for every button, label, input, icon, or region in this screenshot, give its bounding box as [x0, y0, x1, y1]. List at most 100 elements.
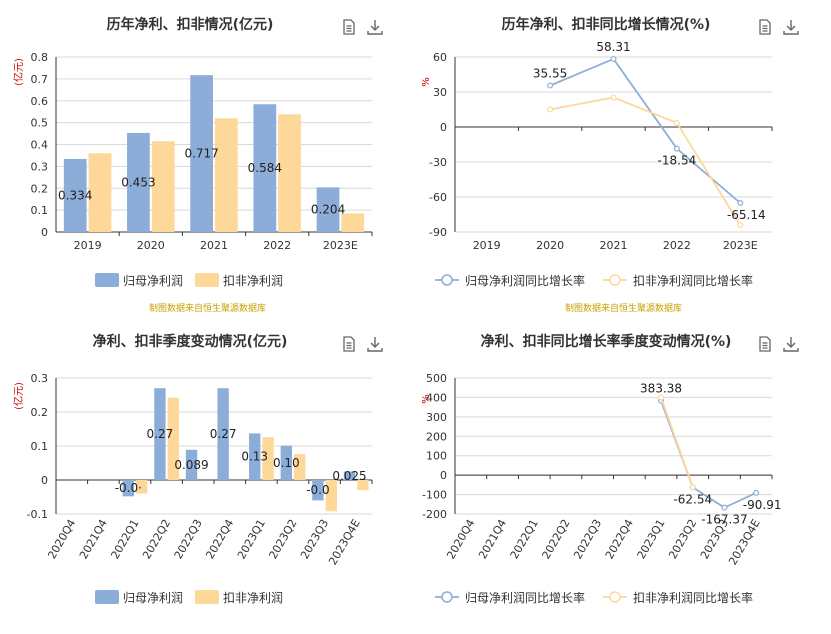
series-line-deducted-profit-growth: [660, 397, 694, 488]
data-label: 0.204: [311, 203, 345, 217]
bar-net-profit: [217, 388, 229, 480]
y-axis-unit: %: [421, 77, 432, 87]
bar-net-profit: [253, 104, 277, 232]
y-tick-label: 0.2: [31, 406, 49, 419]
x-tick-label: 2022Q3: [571, 517, 604, 561]
x-tick-label: 2021Q4: [476, 517, 509, 561]
legend-swatch: [95, 590, 119, 604]
source-note: 制图数据来自恒生聚源数据库: [564, 304, 682, 314]
legend-label: 归母净利润: [123, 274, 183, 288]
y-tick-label: 0.3: [31, 372, 49, 385]
data-point: [610, 94, 617, 101]
bar-deducted-profit: [262, 437, 274, 480]
data-label: -18.54: [658, 154, 697, 168]
data-label: 0.453: [121, 175, 155, 189]
x-tick-label: 2020Q4: [444, 517, 477, 561]
download-icon[interactable]: [782, 18, 800, 36]
document-icon[interactable]: [340, 18, 358, 36]
chart-quarterly-profit: -0.100.10.20.3(亿元)2020Q42021Q42022Q12022…: [12, 372, 373, 605]
panel-annual-growth: 历年净利、扣非同比增长情况(%) -90 -60 -30 0 30 60% 2019 2020…: [416, 0, 831, 317]
data-label: 0.717: [184, 147, 218, 161]
panel-quarterly-profit: 净利、扣非季度变动情况(亿元) -0.1 0 0.1 0.2 0.3 (亿元) 2020Q4…: [0, 317, 415, 634]
legend-swatch: [195, 273, 219, 287]
bar-net-profit: [122, 480, 134, 497]
y-tick-label: 100: [426, 450, 447, 463]
download-icon[interactable]: [366, 335, 384, 353]
download-icon[interactable]: [366, 18, 384, 36]
legend-marker: [609, 591, 621, 603]
data-point: [673, 145, 680, 152]
bar-deducted-profit: [341, 213, 365, 232]
data-label: 383.38: [640, 382, 682, 396]
data-label: -167.37: [701, 513, 747, 527]
data-label: -65.14: [727, 208, 766, 222]
chart-annual-profit: 0 0.1 0.2 0.3 0.4 0.5 0.6 0.7 0.8 (亿元) 2019 2020 202…: [12, 51, 373, 288]
data-label: -90.91: [743, 498, 782, 512]
download-icon[interactable]: [782, 335, 800, 353]
y-tick-label: -0.1: [27, 508, 48, 521]
x-tick-label: 2021: [200, 239, 228, 252]
y-tick-label: 200: [426, 430, 447, 443]
chart-quarterly-growth: -200-1000100200300400500%2020Q42021Q4202…: [421, 372, 782, 605]
bar-net-profit: [343, 471, 356, 480]
x-tick-label: 2022Q2: [539, 517, 572, 561]
y-tick-label: 0.2: [31, 182, 49, 195]
bar-deducted-profit: [278, 114, 301, 232]
y-tick-label: 0: [440, 121, 447, 134]
legend-label: 归母净利润: [123, 591, 183, 605]
bar-net-profit: [280, 445, 292, 480]
legend-label: 归母净利润同比增长率: [465, 590, 585, 605]
y-tick-label: -30: [429, 156, 447, 169]
chart-title: 净利、扣非同比增长率季度变动情况(%): [480, 334, 732, 350]
bar-deducted-profit: [88, 153, 112, 232]
x-tick-label: 2023Q2: [666, 517, 699, 561]
legend-marker: [609, 274, 621, 286]
document-icon[interactable]: [756, 18, 774, 36]
legend-label: 扣非净利润同比增长率: [633, 590, 753, 605]
legend-marker: [441, 591, 453, 603]
bar-net-profit: [190, 75, 213, 232]
bar-deducted-profit: [215, 118, 238, 232]
x-tick-label: 2022Q4: [603, 517, 636, 561]
data-point: [753, 489, 760, 496]
y-tick-label: 0: [41, 474, 48, 487]
data-point: [547, 106, 554, 113]
y-tick-label: 0.1: [31, 440, 49, 453]
data-point: [658, 394, 665, 401]
x-tick-label: 2022Q1: [109, 517, 142, 561]
bar-deducted-profit: [136, 480, 148, 494]
y-tick-label: 500: [426, 372, 447, 385]
x-tick-label: 2020: [137, 239, 165, 252]
series-line-net-profit-growth: [549, 57, 741, 204]
x-tick-label: 2023Q3: [298, 517, 331, 561]
data-label: 0.27: [147, 427, 174, 441]
x-tick-label: 2023Q1: [235, 517, 268, 561]
x-tick-label: 2022Q2: [140, 517, 173, 561]
legend-label: 扣非净利润同比增长率: [633, 273, 753, 288]
y-tick-label: 0.5: [31, 117, 49, 130]
bar-net-profit: [154, 388, 166, 480]
bar-deducted-profit: [357, 480, 369, 491]
y-tick-label: 0.6: [31, 95, 49, 108]
chart-title: 净利、扣非季度变动情况(亿元): [92, 334, 288, 350]
panel-quarterly-growth: 净利、扣非同比增长率季度变动情况(%) -200 -100 0 100 200 300 40…: [416, 317, 831, 634]
legend-marker: [441, 274, 453, 286]
bar-deducted-profit: [151, 141, 175, 232]
document-icon[interactable]: [756, 335, 774, 353]
y-tick-label: 30: [433, 86, 447, 99]
x-tick-label: 2022Q1: [508, 517, 541, 561]
y-tick-label: 300: [426, 411, 447, 424]
data-point: [673, 119, 680, 126]
x-tick-label: 2019: [473, 239, 501, 252]
document-icon[interactable]: [340, 335, 358, 353]
x-tick-label: 2022Q3: [172, 517, 205, 561]
y-axis-unit: %: [421, 394, 432, 404]
data-label: -62.54: [673, 492, 712, 506]
y-tick-label: -60: [429, 191, 447, 204]
x-tick-label: 2020: [536, 239, 564, 252]
data-point: [737, 222, 744, 229]
chart-annual-growth: -90 -60 -30 0 30 60% 2019 2020 2021 2022 2023E 35.5…: [421, 40, 773, 288]
data-point: [689, 484, 696, 491]
y-tick-label: -100: [422, 489, 447, 502]
data-label: 0.025: [332, 469, 366, 483]
